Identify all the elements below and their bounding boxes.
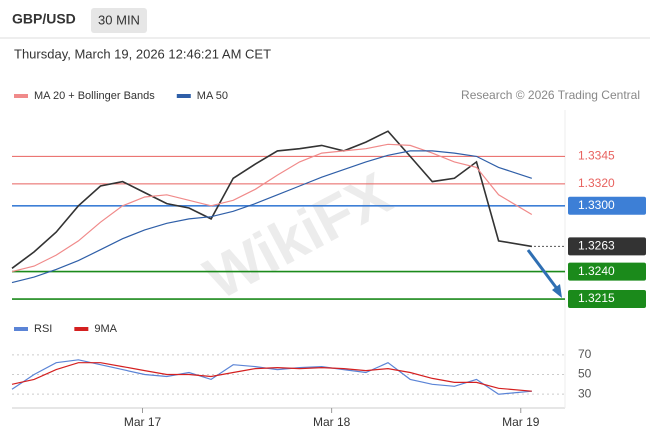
y-tick-label: 30 — [578, 386, 592, 400]
level-label: 1.3263 — [578, 239, 615, 253]
level-box — [568, 262, 646, 281]
legend-label: MA 50 — [197, 90, 228, 102]
series-line — [11, 130, 532, 269]
timeframe: 30 MIN — [98, 12, 140, 27]
watermark: WikiFX — [194, 159, 402, 312]
level-box — [568, 196, 646, 215]
symbol: GBP/USD — [12, 11, 76, 27]
series-line — [11, 143, 533, 273]
legend-label: MA 20 + Bollinger Bands — [34, 90, 155, 102]
series-line — [11, 359, 532, 395]
legend-label: 9MA — [94, 323, 117, 335]
series-line — [11, 362, 532, 392]
x-tick-label: Mar 18 — [313, 415, 351, 429]
y-tick-label: 70 — [578, 347, 592, 361]
level-label: 1.3320 — [578, 176, 615, 190]
series-line — [11, 150, 532, 284]
legend-swatch — [74, 327, 89, 331]
forecast-arrow — [526, 249, 560, 291]
x-tick-label: Mar 17 — [124, 415, 162, 429]
plot: MA 20 + Bollinger Bands MA 50 1.3345 1.3320… — [11, 90, 646, 429]
level-box — [568, 237, 646, 256]
legend-swatch — [14, 327, 28, 331]
level-label: 1.3345 — [578, 149, 615, 163]
legend-swatch — [14, 94, 28, 98]
y-tick-label: 50 — [578, 367, 592, 381]
legend-label: RSI — [34, 323, 52, 335]
level-label: 1.3300 — [578, 198, 615, 212]
level-box — [568, 290, 646, 309]
timeframe-box — [91, 8, 147, 33]
x-tick-label: Mar 19 — [502, 415, 540, 429]
legend-swatch — [176, 94, 191, 98]
credit: Research © 2026 Trading Central — [461, 88, 640, 102]
level-label: 1.3215 — [578, 291, 615, 305]
arrow-head — [552, 284, 562, 298]
level-label: 1.3240 — [578, 264, 615, 278]
timestamp: Thursday, March 19, 2026 12:46:21 AM CET — [14, 46, 271, 61]
